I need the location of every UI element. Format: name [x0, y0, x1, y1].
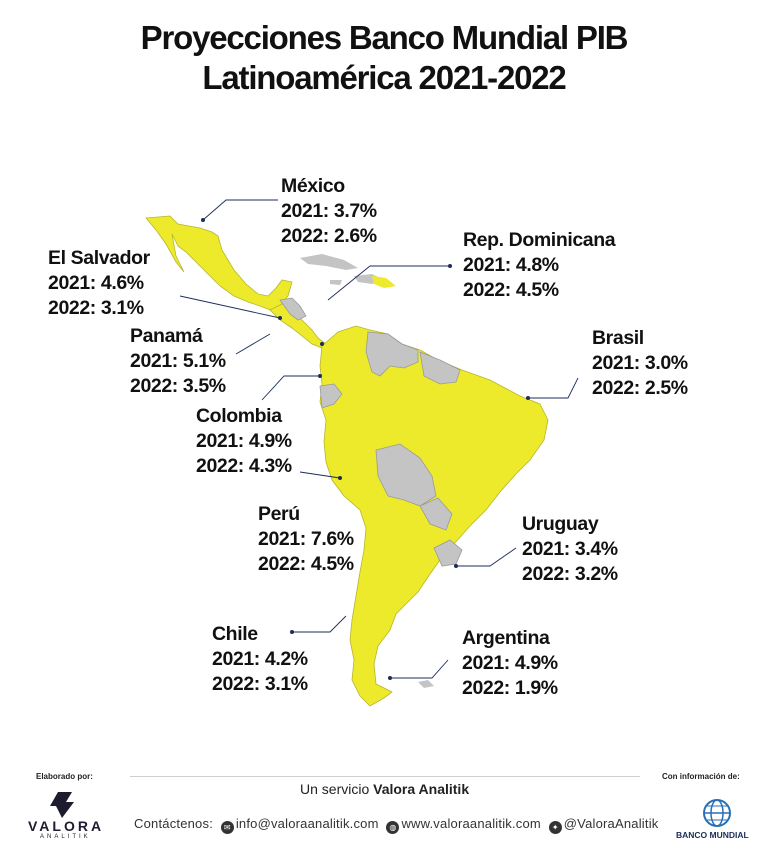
- banco-mundial-name: BANCO MUNDIAL: [676, 830, 749, 840]
- country-name: Colombia: [196, 405, 282, 427]
- country-name: Rep. Dominicana: [463, 229, 616, 251]
- map-paraguay: [419, 497, 453, 531]
- title-line-2: Latinoamérica 2021-2022: [202, 59, 566, 96]
- country-name: Uruguay: [522, 513, 599, 535]
- value-2021: 2021: 4.9%: [462, 652, 558, 674]
- leader-lines: [179, 199, 579, 679]
- value-2022: 2022: 3.1%: [212, 673, 308, 695]
- con-informacion-label: Con información de:: [662, 772, 740, 781]
- country-name: México: [281, 175, 345, 197]
- label-panama: Panamá 2021: 5.1% 2022: 3.5%: [130, 324, 226, 399]
- elaborado-label: Elaborado por:: [36, 772, 93, 781]
- label-peru: Perú 2021: 7.6% 2022: 4.5%: [258, 502, 354, 577]
- contact-line: Contáctenos: ✉ info@valoraanalitik.com ◍ w…: [134, 816, 659, 834]
- map-mexico: [145, 215, 293, 311]
- email-icon: ✉: [220, 821, 234, 834]
- label-uruguay: Uruguay 2021: 3.4% 2022: 3.2%: [522, 512, 618, 587]
- value-2021: 2021: 3.4%: [522, 538, 618, 560]
- value-2021: 2021: 3.7%: [281, 200, 377, 222]
- contact-twitter[interactable]: @ValoraAnalitik: [563, 816, 659, 831]
- twitter-icon: ✦: [548, 821, 562, 834]
- value-2021: 2021: 3.0%: [592, 352, 688, 374]
- contact-label: Contáctenos:: [134, 816, 214, 831]
- map-jamaica: [330, 280, 342, 285]
- map-cuba: [300, 254, 358, 270]
- map-falklands: [418, 680, 434, 688]
- label-el-salvador: El Salvador 2021: 4.6% 2022: 3.1%: [48, 246, 150, 321]
- value-2021: 2021: 4.2%: [212, 648, 308, 670]
- label-chile: Chile 2021: 4.2% 2022: 3.1%: [212, 622, 308, 697]
- page-title: Proyecciones Banco Mundial PIB Latinoamé…: [0, 18, 768, 98]
- service-brand: Valora Analitik: [373, 781, 470, 797]
- label-mexico: México 2021: 3.7% 2022: 2.6%: [281, 174, 377, 249]
- value-2021: 2021: 4.9%: [196, 430, 292, 452]
- value-2022: 2022: 3.2%: [522, 563, 618, 585]
- label-brasil: Brasil 2021: 3.0% 2022: 2.5%: [592, 326, 688, 401]
- map-venezuela: [365, 331, 419, 377]
- country-name: El Salvador: [48, 247, 150, 269]
- contact-web[interactable]: www.valoraanalitik.com: [401, 816, 541, 831]
- service-line: Un servicio Valora Analitik: [300, 781, 469, 797]
- country-name: Chile: [212, 623, 258, 645]
- value-2022: 2022: 2.5%: [592, 377, 688, 399]
- label-rep-dominicana: Rep. Dominicana 2021: 4.8% 2022: 4.5%: [463, 228, 616, 303]
- valora-logo-name: VALORA: [28, 818, 105, 834]
- value-2022: 2022: 3.5%: [130, 375, 226, 397]
- value-2022: 2022: 4.3%: [196, 455, 292, 477]
- map-ecuador: [319, 383, 343, 409]
- map-bolivia: [375, 443, 437, 507]
- label-argentina: Argentina 2021: 4.9% 2022: 1.9%: [462, 626, 558, 701]
- value-2022: 2022: 4.5%: [258, 553, 354, 575]
- leader-dots: [201, 218, 530, 680]
- label-colombia: Colombia 2021: 4.9% 2022: 4.3%: [196, 404, 292, 479]
- map-guyanas: [419, 351, 461, 385]
- value-2021: 2021: 7.6%: [258, 528, 354, 550]
- map-dominicana: [372, 276, 396, 288]
- value-2021: 2021: 4.6%: [48, 272, 144, 294]
- map-central-grey: [279, 297, 307, 321]
- value-2022: 2022: 2.6%: [281, 225, 377, 247]
- value-2022: 2022: 4.5%: [463, 279, 559, 301]
- country-name: Perú: [258, 503, 300, 525]
- country-name: Argentina: [462, 627, 550, 649]
- value-2021: 2021: 4.8%: [463, 254, 559, 276]
- title-line-1: Proyecciones Banco Mundial PIB: [140, 19, 629, 56]
- map-uruguay-area: [433, 539, 463, 567]
- footer-divider: [130, 776, 640, 777]
- country-name: Brasil: [592, 327, 644, 349]
- service-prefix: Un servicio: [300, 781, 374, 797]
- value-2022: 2022: 1.9%: [462, 677, 558, 699]
- valora-logo-sub: ANALITIK: [40, 834, 91, 840]
- globe-icon: ◍: [386, 821, 400, 834]
- contact-email[interactable]: info@valoraanalitik.com: [235, 816, 379, 831]
- valora-logo-icon: [50, 792, 74, 818]
- banco-mundial-globe-icon: [703, 799, 731, 827]
- value-2022: 2022: 3.1%: [48, 297, 144, 319]
- country-name: Panamá: [130, 325, 203, 347]
- value-2021: 2021: 5.1%: [130, 350, 226, 372]
